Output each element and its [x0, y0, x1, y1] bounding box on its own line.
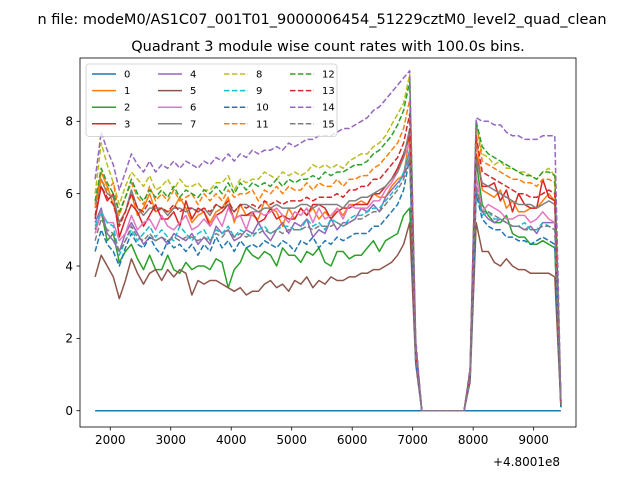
legend-label-1: 1 — [124, 86, 130, 97]
legend-label-9: 9 — [256, 86, 262, 97]
x-tick-label: 2000 — [95, 433, 126, 447]
series-line-15 — [94, 156, 562, 412]
x-tick-label: 4000 — [216, 433, 247, 447]
x-tick-label: 7000 — [397, 433, 428, 447]
x-tick-label: 6000 — [337, 433, 368, 447]
series-line-6 — [94, 142, 562, 412]
x-tick-label: 8000 — [458, 433, 489, 447]
x-tick-label: 3000 — [155, 433, 186, 447]
legend-label-6: 6 — [190, 103, 196, 114]
series-line-9 — [94, 149, 562, 412]
legend-label-4: 4 — [190, 70, 196, 81]
series-line-14 — [94, 69, 562, 412]
series-line-5 — [94, 221, 562, 412]
legend-label-10: 10 — [256, 103, 269, 114]
legend-label-8: 8 — [256, 70, 262, 81]
y-tick-label: 6 — [65, 187, 73, 201]
y-tick-label: 0 — [65, 404, 73, 418]
legend-label-13: 13 — [322, 86, 335, 97]
x-axis-offset-label: +4.8001e8 — [493, 455, 560, 469]
series-line-13 — [94, 113, 562, 412]
chart-title: Quadrant 3 module wise count rates with … — [131, 39, 525, 55]
series-line-10 — [94, 156, 562, 412]
series-line-2 — [94, 160, 562, 412]
x-tick-label: 5000 — [276, 433, 307, 447]
axes-frame — [79, 57, 577, 428]
series-line-12 — [94, 80, 562, 412]
series-line-3 — [94, 135, 562, 412]
legend-label-5: 5 — [190, 86, 196, 97]
legend-label-14: 14 — [322, 103, 335, 114]
y-tick-label: 4 — [65, 259, 73, 273]
legend-label-0: 0 — [124, 70, 130, 81]
legend-label-11: 11 — [256, 119, 269, 130]
y-tick-label: 2 — [65, 332, 73, 346]
legend-label-7: 7 — [190, 119, 196, 130]
legend-label-12: 12 — [322, 70, 335, 81]
legend-label-2: 2 — [124, 103, 130, 114]
legend-box — [85, 63, 338, 137]
legend-label-15: 15 — [322, 119, 335, 130]
figure-suptitle: n file: modeM0/AS1C07_001T01_9000006454_… — [37, 12, 606, 28]
legend-label-3: 3 — [124, 119, 130, 130]
y-tick-label: 8 — [65, 115, 73, 129]
series-line-4 — [94, 149, 562, 412]
series-line-11 — [94, 98, 562, 412]
plot-area: 2000 3000 4000 5000 6000 7000 8000 900002468012… — [65, 57, 577, 447]
series-line-7 — [94, 127, 562, 412]
x-tick-label: 9000 — [518, 433, 549, 447]
